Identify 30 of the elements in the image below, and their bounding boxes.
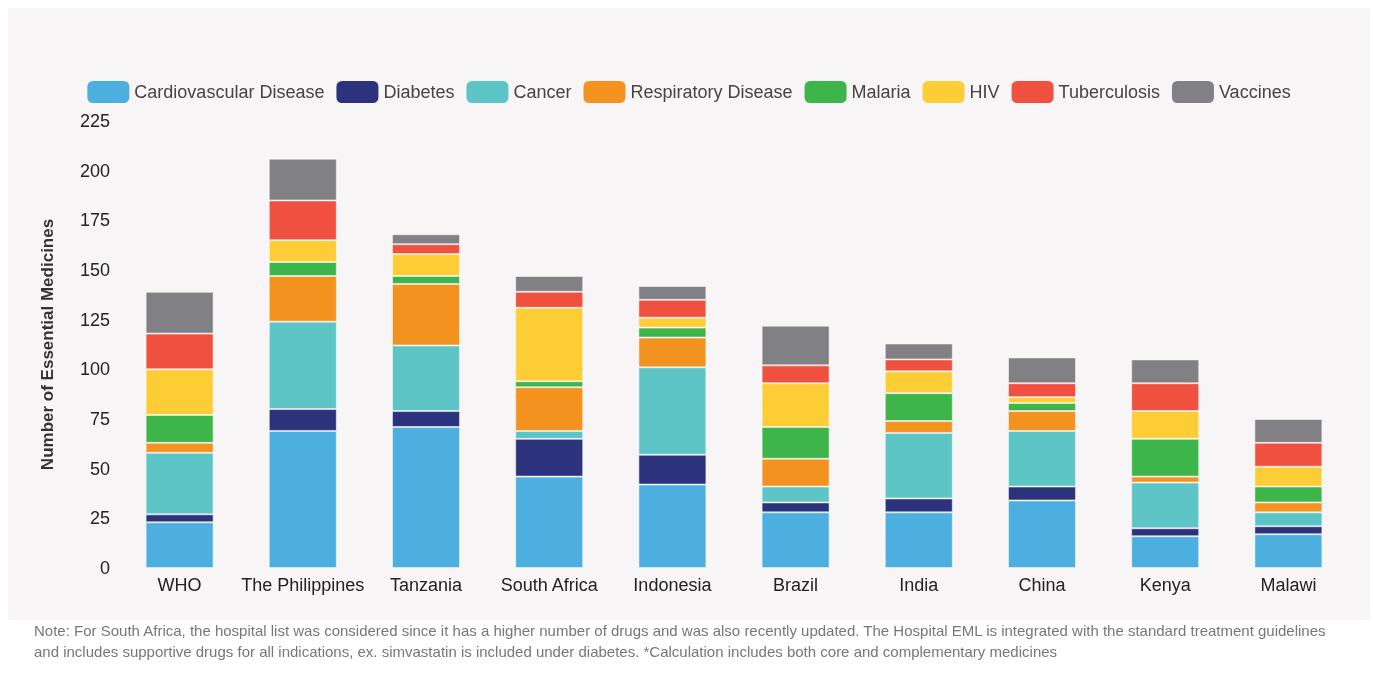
y-tick-label: 175 (79, 210, 110, 231)
legend-label: Cancer (513, 82, 572, 102)
legend-label: Cardiovascular Disease (134, 82, 325, 102)
y-tick-label: 0 (99, 558, 110, 578)
y-tick-label: 75 (89, 409, 110, 429)
y-tick-label: 125 (79, 309, 110, 330)
y-tick-label: 100 (79, 359, 110, 380)
y-tick-label: 225 (79, 111, 110, 131)
y-axis-title: Number of Essential Medicines (38, 218, 57, 471)
legend-label: Vaccines (1218, 82, 1291, 102)
legend-label: Respiratory Disease (630, 82, 793, 102)
legend-label: HIV (969, 82, 1000, 102)
text: Note: For South Africa, the hospital list was considered since it has a higher number of drugs and was also recently updated. The Hospital EML is integrated with the standard treatment guidelines and includes supportive drugs for all indications, ex. simvastatin is included under diabetes. *Calculation includes both core and complementary medicines (34, 621, 1327, 662)
x-tick-label: China (1018, 575, 1067, 595)
x-tick-label: Brazil (773, 575, 819, 595)
x-tick-label: Indonesia (633, 575, 713, 595)
y-tick-label: 150 (79, 260, 110, 280)
y-tick-label: 25 (89, 508, 110, 529)
y-tick-label: 50 (89, 458, 110, 479)
x-tick-label: Tanzania (389, 575, 464, 595)
y-tick-label: 200 (79, 160, 110, 181)
x-tick-label: South Africa (500, 575, 599, 595)
x-tick-label: India (899, 575, 940, 595)
x-tick-label: Malawi (1260, 575, 1317, 595)
x-tick-label: Kenya (1139, 575, 1192, 595)
legend-label: Diabetes (383, 82, 455, 102)
legend-label: Malaria (851, 82, 912, 102)
legend-label: Tuberculosis (1058, 82, 1160, 102)
x-tick-label: WHO (157, 575, 202, 595)
x-tick-label: The Philippines (241, 575, 365, 595)
